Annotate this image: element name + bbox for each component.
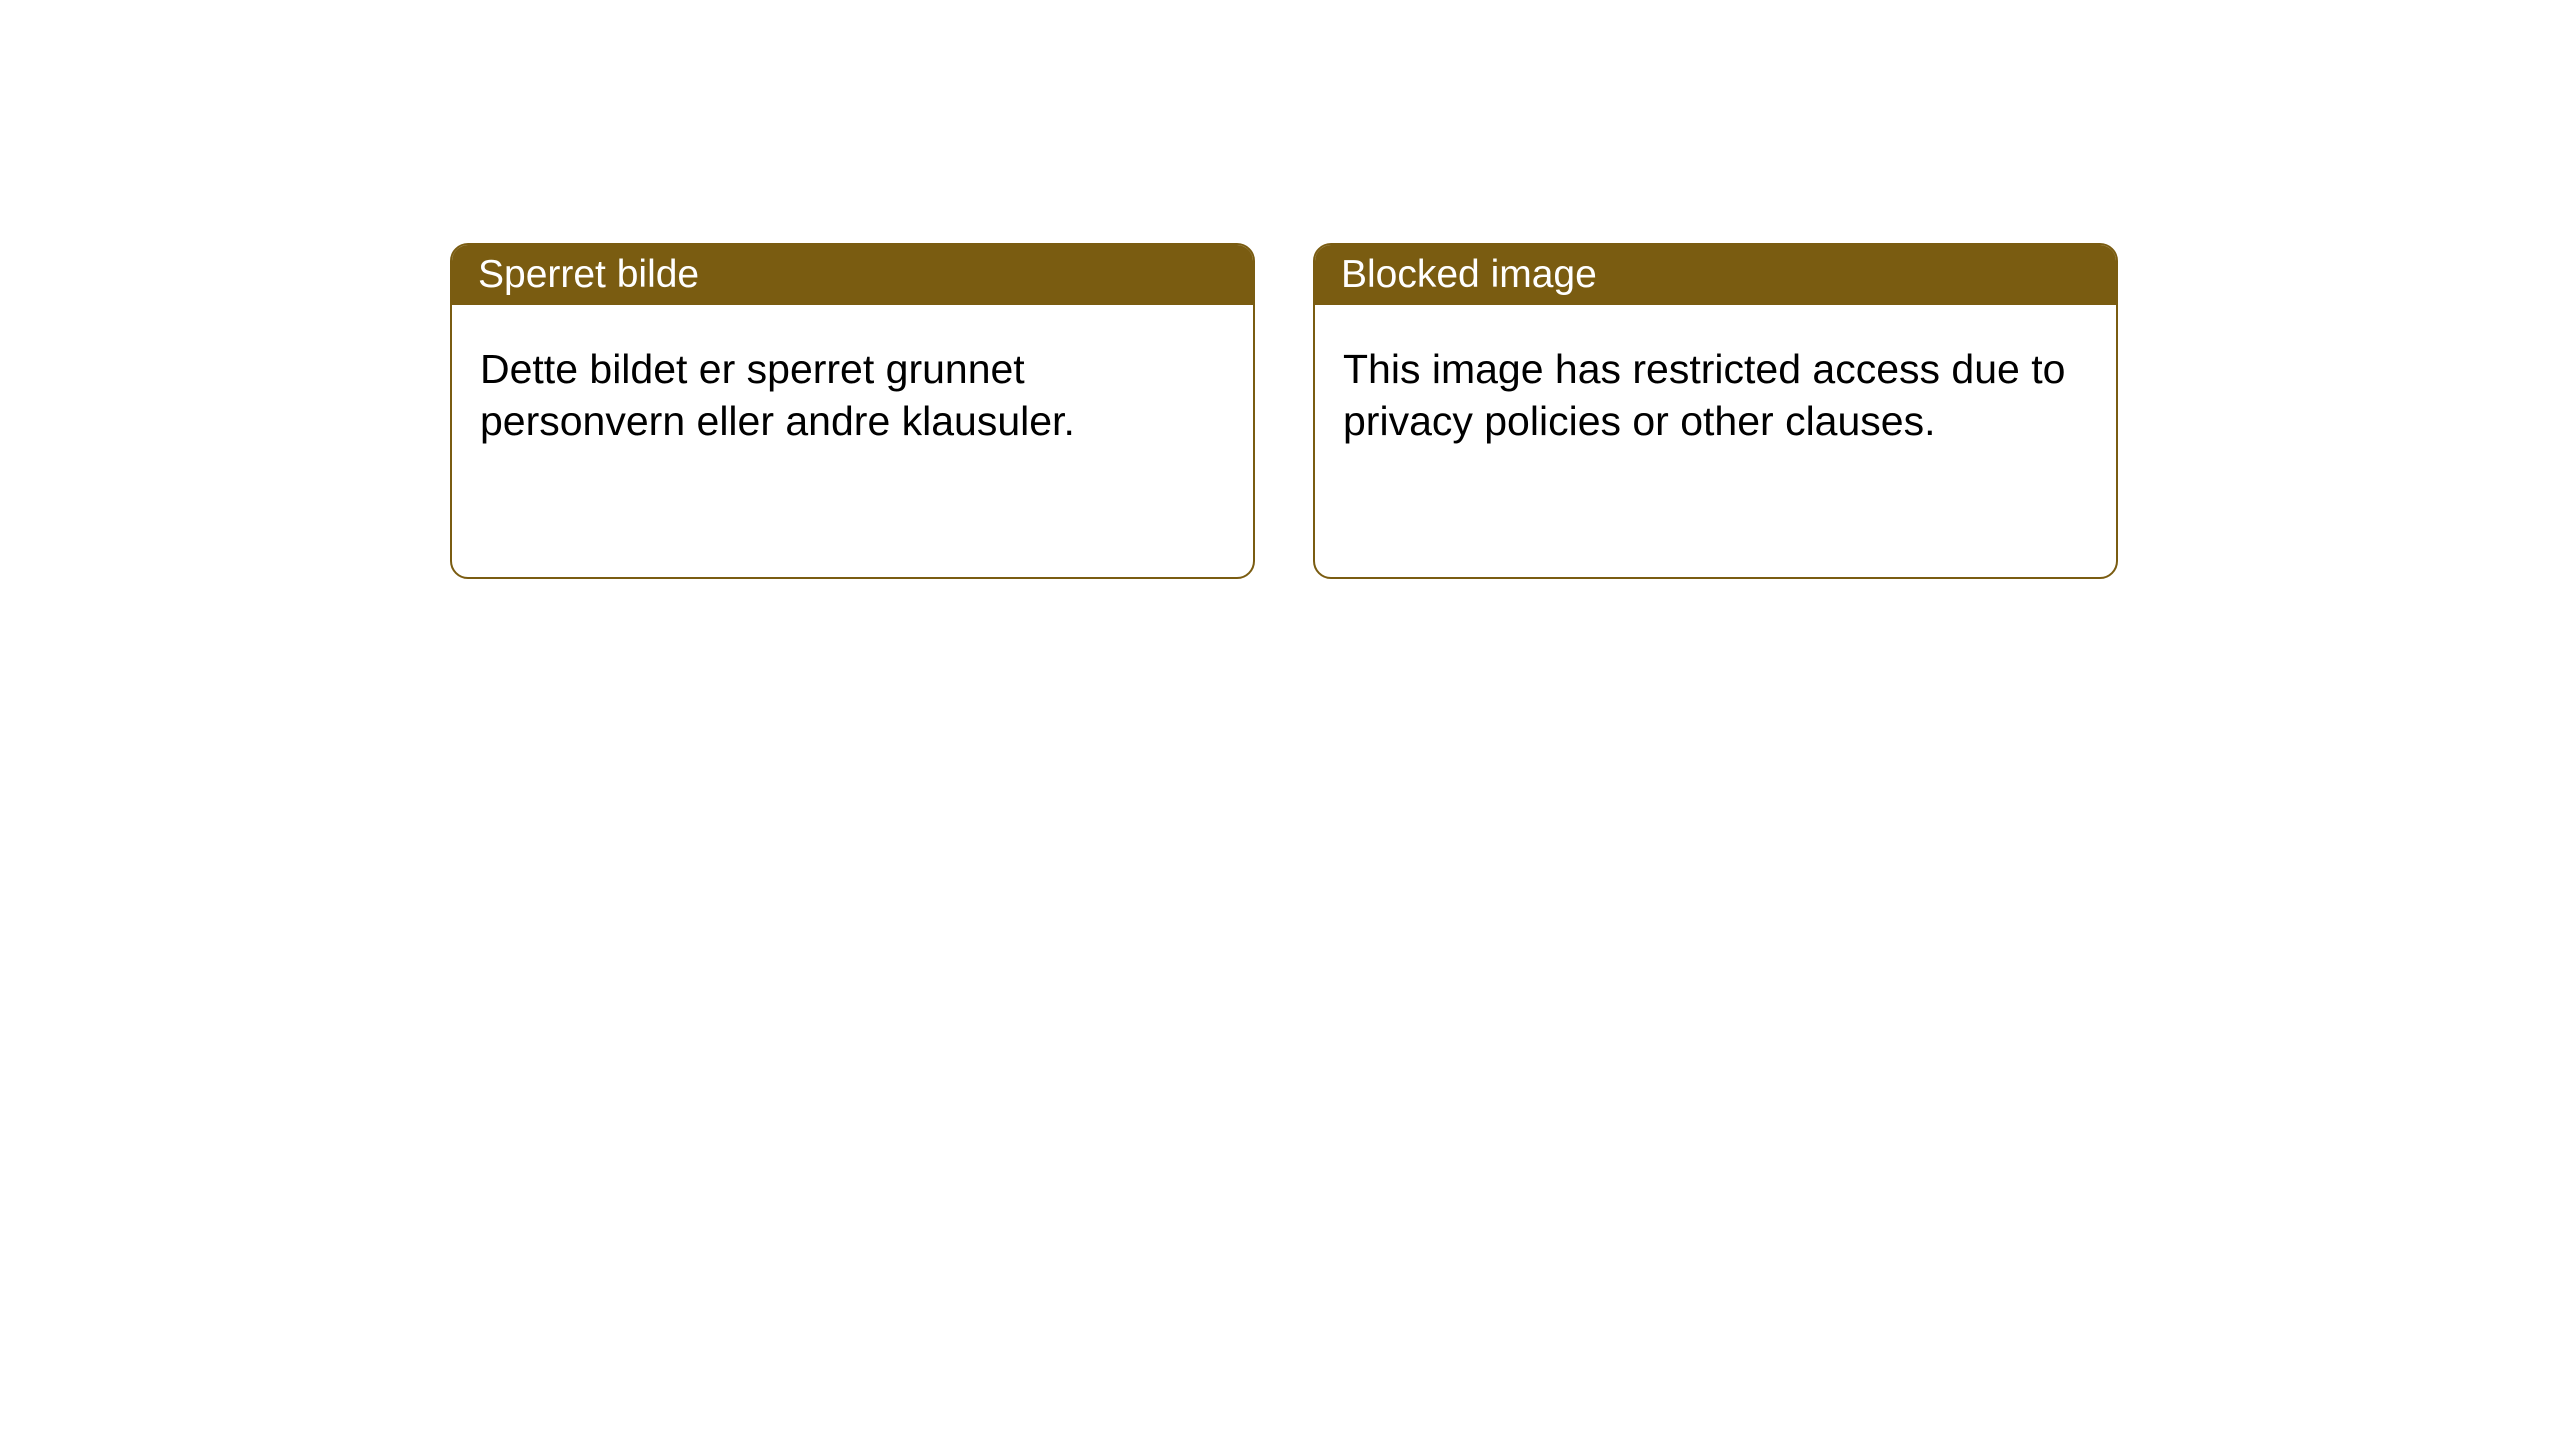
card-header-no: Sperret bilde (452, 245, 1253, 305)
card-body-en: This image has restricted access due to … (1315, 305, 2116, 486)
card-body-no: Dette bildet er sperret grunnet personve… (452, 305, 1253, 486)
cards-container: Sperret bilde Dette bildet er sperret gr… (0, 0, 2560, 579)
blocked-image-card-en: Blocked image This image has restricted … (1313, 243, 2118, 579)
blocked-image-card-no: Sperret bilde Dette bildet er sperret gr… (450, 243, 1255, 579)
card-header-en: Blocked image (1315, 245, 2116, 305)
